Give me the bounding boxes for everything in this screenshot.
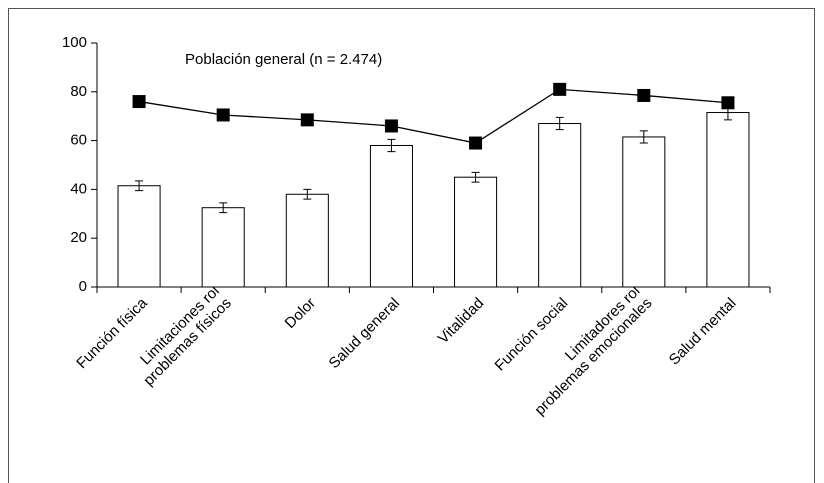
x-tick-label: Función social <box>491 295 571 375</box>
marker <box>216 108 230 122</box>
marker <box>469 136 483 150</box>
x-tick-label: Salud general <box>326 295 403 372</box>
error-bar <box>303 188 312 200</box>
y-tick-label: 60 <box>70 132 87 149</box>
x-tick-label: Vitalidad <box>435 295 488 348</box>
marker <box>637 88 651 102</box>
x-tick-label: Salud mental <box>666 295 740 369</box>
bar <box>538 123 582 288</box>
line <box>138 88 728 144</box>
bar <box>622 136 666 288</box>
y-tick-label: 40 <box>70 180 87 197</box>
x-tick-label: Función física <box>73 294 151 372</box>
x-tick-label: Dolor <box>282 295 319 332</box>
marker <box>384 119 398 133</box>
bar <box>369 144 413 288</box>
bar <box>117 185 161 288</box>
y-tick-label: 80 <box>70 83 87 100</box>
error-bar <box>555 116 564 131</box>
marker <box>553 82 567 96</box>
error-bar <box>135 180 144 192</box>
y-tick-label: 0 <box>79 278 87 295</box>
error-bar <box>387 138 396 153</box>
marker <box>132 95 146 109</box>
error-bar <box>471 171 480 183</box>
marker <box>300 113 314 127</box>
x-tick-label: Limitaciones rolproblemas físicos <box>128 283 235 390</box>
error-bar <box>639 130 648 144</box>
bar <box>454 176 498 288</box>
y-tick-label: 100 <box>62 34 87 51</box>
marker <box>721 96 735 110</box>
frame <box>8 8 815 483</box>
bar <box>706 112 750 288</box>
error-bar <box>219 202 228 214</box>
legend-label: Población general (n = 2.474) <box>185 51 382 68</box>
bar <box>285 193 329 288</box>
y-tick-label: 20 <box>70 229 87 246</box>
bar <box>201 207 245 288</box>
x-tick-label: Limitadores rolproblemas emocionales <box>519 283 655 419</box>
